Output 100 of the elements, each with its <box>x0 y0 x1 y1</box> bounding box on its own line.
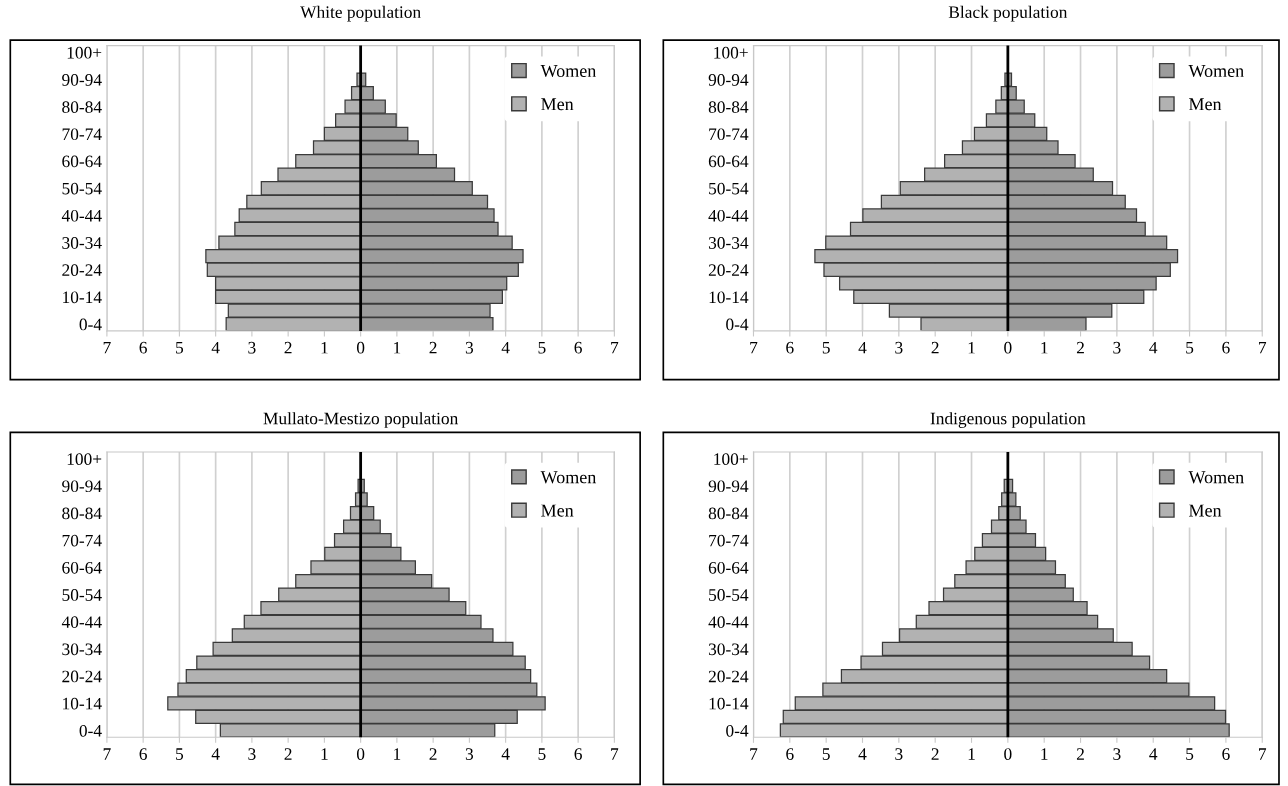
y-tick-label: 50-54 <box>709 589 749 601</box>
x-tick-label: 3 <box>895 341 903 354</box>
x-tick-label: 2 <box>429 341 437 354</box>
x-tick-label: 4 <box>501 748 510 760</box>
x-tick-label: 4 <box>211 341 220 354</box>
y-tick-label: 40-44 <box>61 616 102 628</box>
x-tick-label: 1 <box>394 748 401 760</box>
x-tick-label: 3 <box>248 748 256 760</box>
x-tick-label: 3 <box>895 748 903 760</box>
legend-label: Women <box>1188 471 1244 484</box>
y-tick-label: 50-54 <box>62 182 102 195</box>
x-tick-label: 3 <box>1113 341 1121 354</box>
legend-label: Men <box>541 504 574 517</box>
legend-label: Women <box>540 65 597 78</box>
legend-label: Men <box>1188 98 1222 111</box>
y-tick-label: 0-4 <box>726 318 749 331</box>
x-tick-label: 6 <box>574 341 582 354</box>
x-tick-label: 0 <box>1004 748 1012 760</box>
x-tick-label: 3 <box>248 341 256 354</box>
x-tick-label: 3 <box>1113 748 1121 760</box>
x-tick-label: 0 <box>356 748 365 760</box>
x-tick-label: 4 <box>858 748 867 760</box>
x-tick-label: 2 <box>284 341 292 354</box>
y-tick-label: 70-74 <box>709 534 749 547</box>
y-tick-label: 70-74 <box>62 534 102 547</box>
x-tick-label: 5 <box>176 748 184 760</box>
x-tick-label: 1 <box>1041 748 1048 760</box>
x-tick-label: 2 <box>931 341 939 354</box>
x-tick-label: 2 <box>1076 748 1084 760</box>
y-tick-label: 40-44 <box>708 616 749 628</box>
x-tick-label: 6 <box>574 748 582 760</box>
chart-title: Black population <box>948 5 1068 22</box>
legend-label: Women <box>540 471 597 484</box>
x-tick-label: 7 <box>750 342 758 354</box>
y-tick-label: 60-64 <box>62 561 102 574</box>
y-tick-label: 30-34 <box>62 643 102 656</box>
x-tick-label: 4 <box>1149 341 1158 354</box>
y-tick-label: 50-54 <box>709 182 749 195</box>
y-tick-label: 20-24 <box>62 264 102 276</box>
x-tick-label: 7 <box>1259 748 1267 760</box>
x-tick-label: 3 <box>465 341 474 354</box>
y-tick-label: 50-54 <box>62 589 102 601</box>
x-tick-label: 1 <box>321 341 328 354</box>
x-tick-label: 6 <box>786 341 794 354</box>
y-tick-label: 0-4 <box>79 318 102 331</box>
x-tick-label: 4 <box>858 341 867 354</box>
legend-label: Men <box>1188 504 1222 517</box>
y-tick-label: 100+ <box>67 46 102 59</box>
x-tick-label: 4 <box>211 748 220 760</box>
x-tick-label: 7 <box>611 748 619 760</box>
x-tick-label: 2 <box>1076 341 1084 354</box>
y-tick-label: 100+ <box>714 46 748 59</box>
y-tick-label: 80-84 <box>62 101 102 113</box>
y-tick-label: 90-94 <box>708 480 749 493</box>
y-tick-label: 70-74 <box>709 128 749 141</box>
y-tick-label: 90-94 <box>62 74 102 86</box>
x-tick-label: 3 <box>465 748 474 760</box>
x-tick-label: 4 <box>501 341 510 354</box>
x-tick-label: 2 <box>429 748 437 760</box>
x-tick-label: 1 <box>968 748 975 760</box>
y-tick-label: 100+ <box>67 453 102 465</box>
chart-title: Indigenous population <box>930 412 1086 428</box>
x-tick-label: 1 <box>321 748 328 760</box>
x-tick-label: 5 <box>822 342 830 354</box>
y-tick-label: 20-24 <box>62 670 102 683</box>
y-tick-label: 70-74 <box>62 128 102 141</box>
y-tick-label: 40-44 <box>61 209 102 222</box>
y-tick-label: 80-84 <box>708 507 749 520</box>
y-tick-label: 30-34 <box>708 643 749 656</box>
y-tick-label: 90-94 <box>62 480 102 493</box>
x-tick-label: 5 <box>538 748 546 760</box>
x-tick-label: 5 <box>176 342 184 354</box>
x-tick-label: 6 <box>1222 341 1230 354</box>
y-tick-label: 60-64 <box>62 155 102 168</box>
y-tick-label: 10-14 <box>63 291 102 304</box>
x-tick-label: 6 <box>1222 748 1230 760</box>
y-tick-label: 10-14 <box>63 697 102 710</box>
x-tick-label: 5 <box>1186 748 1194 760</box>
y-tick-label: 20-24 <box>708 264 749 276</box>
x-tick-label: 2 <box>931 748 939 760</box>
y-tick-label: 100+ <box>714 453 748 465</box>
chart-title: Mullato-Mestizo population <box>263 412 459 428</box>
x-tick-label: 7 <box>103 342 111 354</box>
legend-label: Men <box>541 98 574 111</box>
y-tick-label: 90-94 <box>708 74 749 86</box>
x-tick-label: 7 <box>1259 342 1267 354</box>
x-tick-label: 6 <box>786 748 794 760</box>
y-tick-label: 80-84 <box>708 101 749 113</box>
x-tick-label: 6 <box>139 341 147 354</box>
y-tick-label: 10-14 <box>709 697 749 710</box>
y-tick-label: 30-34 <box>708 237 749 249</box>
y-tick-label: 60-64 <box>708 561 749 574</box>
y-tick-label: 10-14 <box>709 291 749 304</box>
x-tick-label: 1 <box>394 341 401 354</box>
x-tick-label: 5 <box>538 342 546 354</box>
chart-title: White population <box>300 5 421 22</box>
y-tick-label: 60-64 <box>708 155 749 168</box>
x-tick-label: 1 <box>968 341 975 354</box>
y-tick-label: 20-24 <box>708 670 749 683</box>
x-tick-label: 2 <box>284 748 292 760</box>
